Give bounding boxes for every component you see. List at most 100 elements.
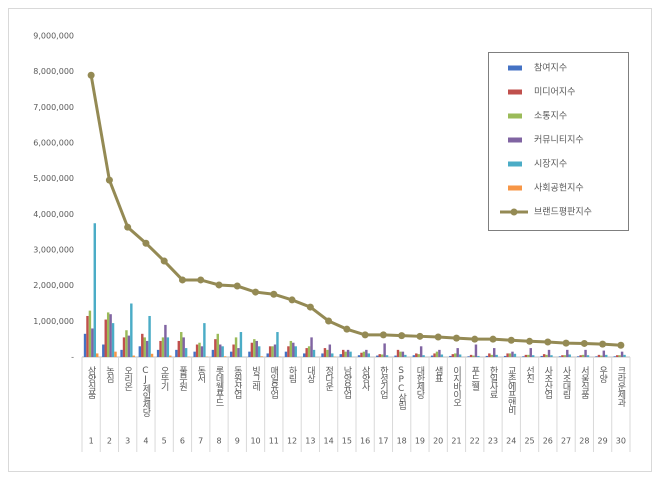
line-marker [434, 333, 442, 341]
x-tick-label: 교촌에프앤비 [506, 366, 516, 416]
legend-label: 소통지수 [534, 111, 567, 122]
legend-swatch [508, 65, 522, 71]
rank-label: 24 [506, 437, 516, 446]
bar [223, 356, 227, 357]
line-marker [87, 71, 95, 79]
bar [493, 348, 496, 357]
bar [232, 344, 235, 357]
line-marker [306, 303, 314, 311]
bar [219, 344, 222, 357]
x-tick-label: CJ제일제당 [140, 366, 150, 417]
bar [451, 354, 455, 357]
line-marker [452, 334, 460, 342]
bar [339, 354, 342, 357]
bar [328, 344, 332, 357]
line-marker [160, 257, 168, 265]
y-tick-label: 1,000,000 [33, 317, 74, 326]
bar [177, 340, 181, 357]
legend-swatch [508, 137, 522, 143]
y-tick-label: 3,000,000 [33, 246, 74, 255]
x-tick-label: 사조대림 [561, 366, 571, 399]
bar [287, 346, 290, 357]
bar [166, 337, 170, 357]
bar [600, 355, 603, 357]
bar [91, 328, 94, 357]
bar [292, 342, 295, 357]
bar [102, 344, 105, 357]
bar [472, 355, 475, 357]
x-tick-label: 우양 [597, 366, 607, 383]
legend-label: 참여지수 [534, 62, 567, 74]
bar [365, 349, 368, 357]
bar [485, 355, 489, 357]
bar [159, 340, 162, 357]
bar [216, 333, 219, 357]
bar [88, 310, 92, 357]
bar [312, 349, 316, 357]
bar [433, 353, 436, 357]
bar [305, 348, 308, 357]
bar [182, 337, 185, 357]
x-tick-label: 푸드웰 [469, 366, 479, 391]
x-tick-label: 선진 [524, 366, 534, 383]
line-marker [599, 340, 607, 348]
line-marker [416, 332, 424, 340]
bar [605, 354, 608, 357]
bar [93, 223, 97, 357]
x-tick-label: 한성기업 [378, 366, 388, 399]
rank-label: 1 [89, 437, 94, 446]
bar [396, 349, 400, 357]
rank-label: 15 [342, 437, 352, 446]
x-tick-label: 대상 [305, 366, 315, 383]
bar [307, 346, 311, 357]
bar [566, 349, 569, 357]
bar [422, 355, 425, 357]
bar [488, 353, 491, 357]
bar [547, 349, 551, 357]
rank-label: 26 [543, 437, 553, 446]
bar [303, 353, 306, 357]
bar [357, 355, 361, 357]
bar [143, 337, 146, 357]
y-tick-label: 9,000,000 [33, 32, 74, 41]
y-tick-label: 4,000,000 [33, 210, 74, 219]
bar [156, 349, 160, 357]
bar [321, 353, 324, 357]
rank-label: 23 [488, 437, 498, 446]
bar [248, 351, 251, 357]
bar [96, 353, 99, 357]
bar [522, 356, 525, 357]
bar [620, 351, 624, 357]
bar [458, 354, 462, 357]
bar [198, 342, 201, 357]
bar [360, 352, 363, 357]
x-tick-label: 하림 [287, 366, 297, 383]
bar [276, 332, 279, 357]
bar [331, 353, 334, 357]
bar [237, 348, 240, 357]
y-tick-label: - [71, 353, 74, 362]
legend-label: 시장지수 [534, 159, 567, 170]
bar [568, 354, 571, 357]
bar [109, 314, 112, 357]
bar [376, 355, 379, 357]
rank-label: 19 [415, 437, 425, 446]
line-marker [215, 281, 223, 289]
bar [558, 356, 562, 357]
bar [529, 348, 532, 357]
bar [563, 355, 567, 357]
rank-label: 4 [143, 437, 148, 446]
x-tick-label: 삼양사 [360, 366, 370, 392]
legend-label: 커뮤니티지수 [534, 135, 584, 146]
bar [346, 349, 350, 357]
bar [495, 354, 498, 357]
bar [130, 303, 133, 357]
bar [266, 353, 269, 357]
bar [595, 356, 598, 357]
bar [289, 340, 293, 357]
bar [577, 356, 580, 357]
rank-label: 29 [598, 437, 608, 446]
line-marker [526, 337, 534, 345]
legend-swatch [508, 161, 522, 167]
rank-label: 18 [397, 437, 407, 446]
